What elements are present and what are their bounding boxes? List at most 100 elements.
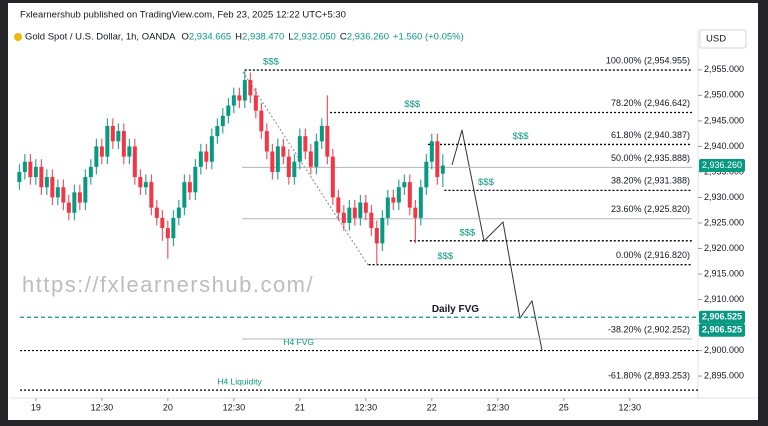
currency-box[interactable]	[699, 29, 747, 49]
x-tick-label: 19	[31, 402, 41, 412]
x-tick-label: 21	[295, 402, 305, 412]
ohlc-change: +1.560 (+0.05%)	[393, 32, 464, 43]
candle-body	[66, 202, 71, 213]
y-tick-label: 2,950.000	[704, 90, 744, 100]
ohlc-key: C	[340, 32, 347, 43]
candle-body	[77, 192, 82, 203]
candle-body	[22, 161, 27, 172]
candle-body	[407, 182, 412, 208]
liquidity-tag: $$$	[478, 177, 495, 188]
last-price-tag	[699, 158, 745, 172]
candle-body	[297, 136, 302, 162]
candle-body	[44, 177, 49, 188]
fib-label: 50.00% (2,935.888)	[611, 153, 690, 163]
candle-body	[154, 207, 159, 218]
candle-body	[116, 131, 121, 142]
candle-body	[314, 141, 319, 167]
candle-body	[28, 161, 33, 178]
candle-body	[209, 136, 214, 162]
candle-body	[275, 146, 280, 172]
x-tick-label: 20	[163, 402, 173, 412]
candle-body	[176, 207, 181, 218]
y-tick-label: 2,915.000	[704, 268, 744, 278]
candle-body	[39, 166, 44, 188]
x-tick-label: 12:30	[355, 402, 378, 412]
candle-body	[402, 182, 407, 188]
fib-label: 38.20% (2,931.388)	[611, 176, 690, 186]
zone-price-label: 2,906.525	[702, 325, 742, 335]
x-tick-label: 12:30	[487, 402, 510, 412]
candle-body	[204, 151, 209, 162]
fib-label: 78.20% (2,946.642)	[611, 98, 690, 108]
fib-label: -38.20% (2,902.252)	[608, 324, 690, 334]
y-tick-label: 2,895.000	[704, 370, 744, 380]
candle-body	[231, 95, 236, 106]
candle-body	[220, 115, 225, 126]
candle-body	[237, 95, 242, 101]
y-tick-label: 2,945.000	[704, 115, 744, 125]
candle-body	[330, 156, 335, 198]
y-tick-label: 2,920.000	[704, 243, 744, 253]
candle-body	[413, 207, 418, 218]
candle-body	[17, 171, 22, 183]
candle-body	[253, 95, 258, 111]
candle-body	[171, 217, 176, 239]
ohlc-key: H	[235, 32, 242, 43]
candle-body	[226, 105, 231, 116]
candle-body	[55, 187, 60, 198]
candle-body	[99, 146, 104, 157]
candle-body	[198, 151, 203, 167]
candle-body	[121, 131, 126, 157]
zone-label: H4 FVG	[283, 337, 314, 347]
ohlc-value: 2,932.050	[294, 32, 336, 43]
y-tick-label: 2,955.000	[704, 64, 744, 74]
zone-price-label: 2,906.525	[702, 312, 742, 322]
candle-body	[187, 182, 192, 193]
candle-body	[391, 197, 396, 203]
candle-body	[33, 166, 38, 178]
candle-body	[264, 131, 269, 152]
watermark: https://fxlearnershub.com/	[22, 272, 314, 297]
candle-body	[165, 228, 170, 239]
candle-body	[88, 166, 93, 178]
candle-body	[380, 217, 385, 244]
candle-body	[61, 187, 66, 203]
zone-label: Daily FVG	[432, 304, 479, 315]
ohlc-value: 2,938.470	[242, 32, 284, 43]
candle-body	[352, 207, 357, 218]
candle-body	[149, 182, 154, 208]
candle-body	[369, 212, 374, 229]
candle-body	[358, 202, 363, 218]
candle-body	[347, 207, 352, 223]
liquidity-tag: $$$	[459, 227, 476, 238]
candle-body	[341, 212, 346, 223]
x-tick-label: 25	[559, 402, 569, 412]
y-tick-label: 2,930.000	[704, 192, 744, 202]
candle-body	[259, 110, 264, 132]
candle-body	[292, 161, 297, 178]
candle-body	[429, 141, 434, 162]
liquidity-tag: $$$	[437, 251, 454, 262]
candle-body	[336, 197, 341, 213]
symbol: Gold Spot / U.S. Dollar, 1h, OANDA	[25, 32, 176, 43]
candle-body	[363, 202, 368, 213]
candle-body	[440, 165, 445, 174]
liquidity-tag: $$$	[404, 99, 421, 110]
ohlc-key: O	[181, 32, 188, 43]
candle-body	[110, 125, 115, 142]
candle-body	[138, 177, 143, 188]
candle-body	[193, 166, 198, 193]
liquidity-tag: $$$	[263, 57, 280, 68]
candle-body	[385, 197, 390, 218]
zone-label: H4 Liquidity	[217, 376, 262, 386]
y-tick-label: 2,940.000	[704, 141, 744, 151]
candle-body	[143, 182, 148, 188]
candle-body	[435, 141, 440, 178]
fib-label: 61.80% (2,940.387)	[611, 130, 690, 140]
x-tick-label: 22	[427, 402, 437, 412]
ohlc-value: 2,936.260	[347, 32, 389, 43]
fib-label: 23.60% (2,925.820)	[611, 204, 690, 214]
y-tick-label: 2,925.000	[704, 217, 744, 227]
